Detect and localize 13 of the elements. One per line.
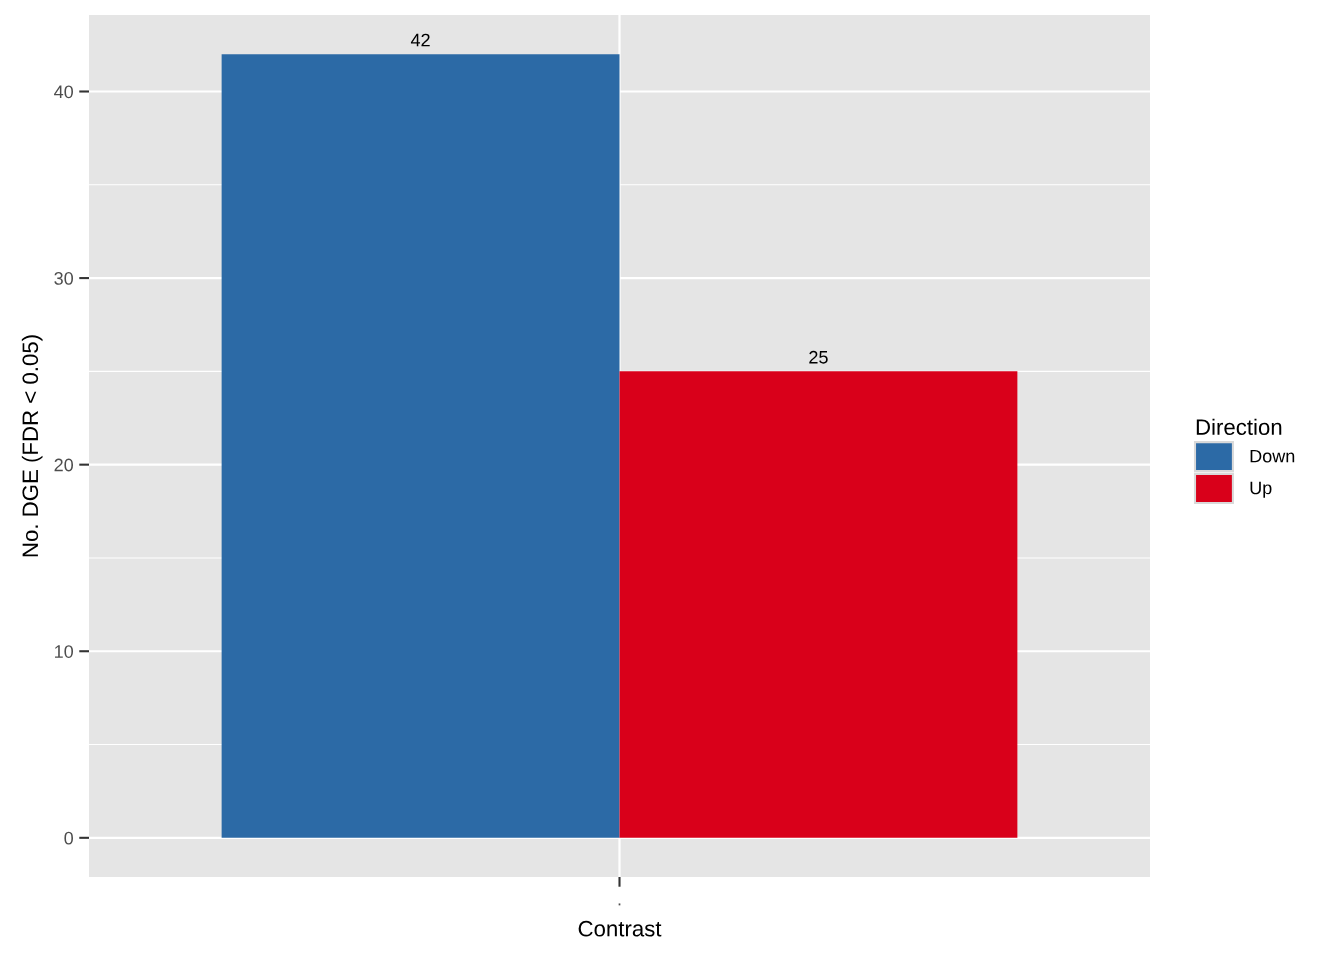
data-label: 25 [809,350,828,364]
x-tick-label: . [618,903,621,906]
y-axis-title: No. DGE (FDR < 0.05) [21,335,43,557]
legend-label: Down [1250,449,1295,463]
legend-title: Direction [1196,418,1282,435]
x-axis-title: Contrast [578,920,662,937]
y-tick-label: 20 [54,458,74,472]
y-tick-label: 10 [55,645,74,658]
y-tick-label: 0 [64,831,74,845]
legend-label: Up [1250,481,1272,498]
y-tick-label: 30 [54,272,74,285]
data-label: 42 [410,33,430,47]
y-tick-label: 40 [54,85,74,99]
